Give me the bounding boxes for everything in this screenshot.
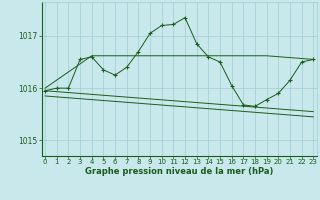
X-axis label: Graphe pression niveau de la mer (hPa): Graphe pression niveau de la mer (hPa) [85, 167, 273, 176]
